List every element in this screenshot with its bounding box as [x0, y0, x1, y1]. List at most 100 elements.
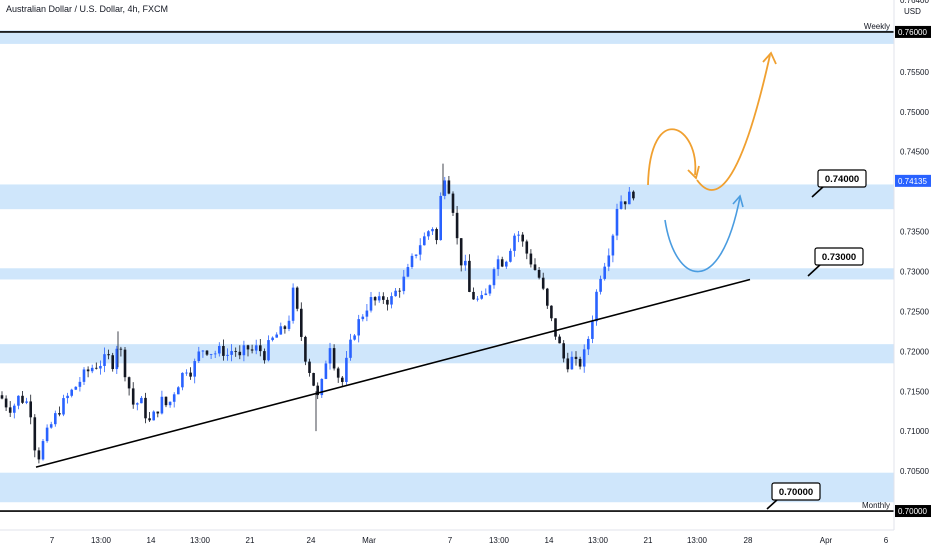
candle — [295, 286, 299, 312]
candle — [13, 403, 16, 419]
candle — [78, 376, 82, 392]
candle — [62, 394, 65, 417]
candle — [177, 386, 180, 395]
candle — [115, 345, 119, 374]
axis-corner[interactable] — [896, 531, 930, 549]
candle — [578, 356, 582, 370]
trendline-layer[interactable] — [35, 278, 751, 468]
time-tick: 14 — [545, 536, 554, 545]
zones-layer — [0, 30, 894, 503]
candle — [332, 344, 336, 371]
candle — [525, 239, 529, 260]
time-tick: 28 — [744, 536, 753, 545]
svg-text:0.74135: 0.74135 — [898, 177, 927, 186]
zone-band — [0, 268, 894, 280]
candle — [464, 254, 467, 271]
price-callout[interactable]: 0.73000 — [807, 247, 864, 277]
candle — [66, 392, 69, 404]
callout-label: 0.73000 — [822, 252, 856, 263]
zone-band — [0, 30, 894, 44]
candle — [406, 263, 410, 278]
price-tick: 0.76400 — [900, 0, 929, 5]
candle — [21, 390, 24, 404]
price-tick: 0.74500 — [900, 148, 929, 157]
level-name: Monthly — [862, 501, 890, 510]
candle — [250, 344, 254, 354]
candle — [513, 233, 516, 257]
time-tick: 6 — [884, 536, 889, 545]
candle — [308, 358, 311, 377]
candle — [443, 176, 447, 200]
candle — [550, 305, 553, 322]
candle — [529, 249, 533, 268]
candle — [484, 288, 488, 296]
projection-arrows-layer[interactable] — [647, 51, 777, 273]
candle — [37, 447, 41, 464]
candle — [509, 248, 512, 263]
candle — [103, 347, 106, 373]
price-tick: 0.72000 — [900, 347, 929, 356]
candle — [492, 267, 496, 289]
svg-text:0.70000: 0.70000 — [898, 507, 927, 516]
candle — [123, 347, 127, 382]
candle — [439, 192, 442, 241]
orange-projection-swing[interactable] — [647, 128, 697, 186]
candle — [382, 292, 385, 304]
price-callout[interactable]: 0.70000 — [766, 482, 821, 510]
time-tick: 13:00 — [489, 536, 510, 545]
candle — [95, 362, 98, 370]
candle — [537, 266, 541, 280]
price-tick: 0.71500 — [900, 387, 929, 396]
candle — [562, 340, 565, 363]
candle — [312, 372, 315, 387]
candle — [234, 347, 237, 357]
price-axis[interactable]: 0.76400 0.75500 0.75000 0.74500 0.73500 0.730… — [893, 0, 932, 549]
candle — [472, 287, 475, 300]
candle — [70, 388, 73, 398]
price-tick: 0.72500 — [900, 307, 929, 316]
time-axis[interactable]: 7 13:00 14 13:00 21 24 Mar 7 13:00 14 13:00 21 13:00… — [0, 529, 894, 550]
candle — [99, 360, 102, 375]
time-tick: 7 — [448, 536, 453, 545]
callouts-layer[interactable]: 0.74000 0.73000 0.70000 — [766, 169, 867, 510]
candle — [398, 288, 401, 298]
levels-layer: Weekly Monthly — [0, 22, 894, 512]
candle — [414, 254, 418, 259]
candle — [316, 382, 319, 400]
candle — [574, 351, 578, 366]
candle — [86, 366, 90, 378]
orange-projection-rally[interactable] — [696, 54, 771, 191]
candle — [607, 248, 611, 272]
price-callout[interactable]: 0.74000 — [811, 169, 867, 198]
candle — [341, 376, 344, 387]
price-tick: 0.73500 — [900, 228, 929, 237]
candle — [181, 372, 184, 391]
candle — [172, 392, 176, 408]
candle — [500, 256, 504, 268]
candle — [505, 260, 508, 269]
candle — [582, 344, 586, 373]
candle — [570, 351, 574, 370]
callout-label: 0.70000 — [779, 487, 813, 498]
level-name: Weekly — [864, 22, 890, 31]
time-tick: 13:00 — [190, 536, 211, 545]
candle — [427, 230, 430, 240]
time-tick: 21 — [246, 536, 255, 545]
candle — [267, 335, 270, 362]
candle — [546, 287, 549, 309]
candle — [49, 421, 53, 429]
candle — [119, 346, 123, 357]
candle — [587, 336, 590, 356]
candle — [541, 272, 545, 291]
candle — [373, 296, 377, 306]
blue-projection[interactable] — [664, 196, 741, 273]
orange-arrowhead — [762, 51, 777, 65]
candle — [361, 314, 365, 322]
trendline[interactable] — [35, 278, 751, 468]
price-axis-bg — [894, 0, 932, 530]
candle — [619, 195, 623, 210]
candle — [4, 395, 8, 412]
candle — [615, 203, 619, 241]
